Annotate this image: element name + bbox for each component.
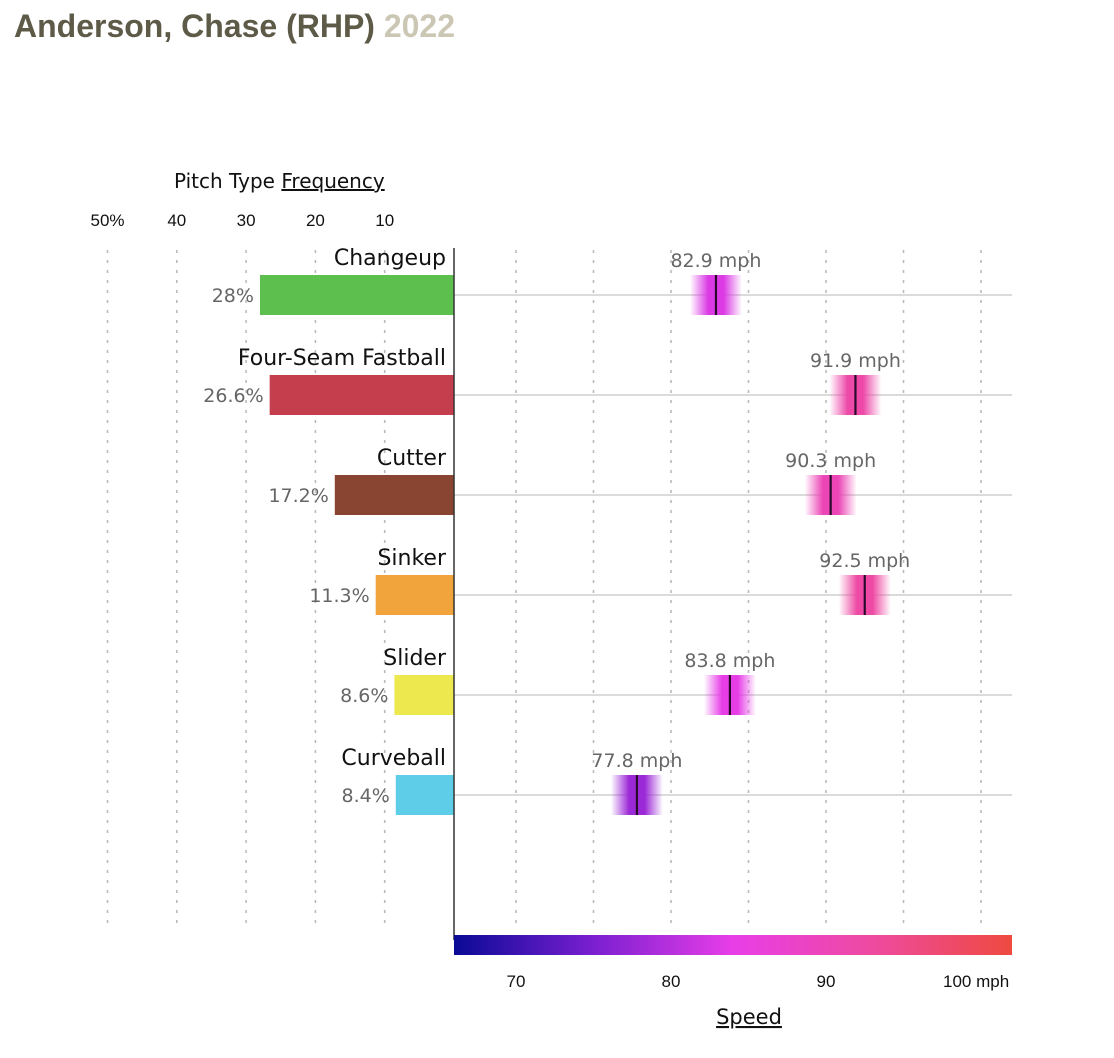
frequency-tick-label: 30 <box>237 211 256 230</box>
pitch-row: Changeup 28% 82.9 mph <box>212 246 1012 315</box>
pitch-row: Slider 8.6% 83.8 mph <box>340 646 1012 715</box>
speed-value: 77.8 mph <box>591 750 682 772</box>
frequency-value: 17.2% <box>268 485 328 507</box>
speed-tick-label: 70 <box>507 972 526 991</box>
pitch-row: Sinker 11.3% 92.5 mph <box>309 546 1012 615</box>
frequency-bar <box>394 675 454 715</box>
pitch-name: Four-Seam Fastball <box>238 346 446 371</box>
pitch-name: Sinker <box>377 546 447 571</box>
frequency-value: 8.6% <box>340 685 388 707</box>
player-name: Anderson, Chase (RHP) <box>14 8 375 44</box>
frequency-bar <box>269 375 454 415</box>
frequency-value: 11.3% <box>309 585 369 607</box>
pitch-name: Slider <box>383 646 447 671</box>
frequency-bar <box>334 475 454 515</box>
speed-value: 92.5 mph <box>819 550 910 572</box>
frequency-tick-label: 50% <box>90 211 124 230</box>
frequency-value: 26.6% <box>203 385 263 407</box>
frequency-value: 28% <box>212 285 254 307</box>
frequency-value: 8.4% <box>342 785 390 807</box>
frequency-title-prefix: Pitch Type <box>174 169 275 193</box>
pitch-name: Changeup <box>334 246 446 271</box>
speed-value: 82.9 mph <box>670 250 761 272</box>
pitch-row: Four-Seam Fastball 26.6% 91.9 mph <box>203 346 1012 415</box>
pitch-row: Cutter 17.2% 90.3 mph <box>268 446 1012 515</box>
frequency-bar <box>259 275 454 315</box>
speed-color-bar <box>454 935 1012 955</box>
speed-value: 91.9 mph <box>810 350 901 372</box>
frequency-bar <box>395 775 454 815</box>
frequency-title-link[interactable]: Frequency <box>281 169 384 193</box>
pitch-name: Curveball <box>341 746 446 771</box>
frequency-tick-label: 40 <box>167 211 186 230</box>
season-year: 2022 <box>383 8 456 44</box>
speed-tick-label: 90 <box>817 972 836 991</box>
frequency-tick-label: 10 <box>375 211 394 230</box>
frequency-bar <box>375 575 454 615</box>
speed-value: 83.8 mph <box>684 650 775 672</box>
speed-title[interactable]: Speed <box>716 1005 782 1029</box>
speed-tick-label: 80 <box>662 972 681 991</box>
speed-tick-label: 100 mph <box>943 972 1009 991</box>
speed-value: 90.3 mph <box>785 450 876 472</box>
frequency-tick-label: 20 <box>306 211 325 230</box>
pitch-name: Cutter <box>377 446 447 471</box>
pitch-row: Curveball 8.4% 77.8 mph <box>341 746 1012 815</box>
page-title: Anderson, Chase (RHP) 2022 <box>14 8 455 45</box>
frequency-title: Pitch Type Frequency <box>174 169 385 193</box>
